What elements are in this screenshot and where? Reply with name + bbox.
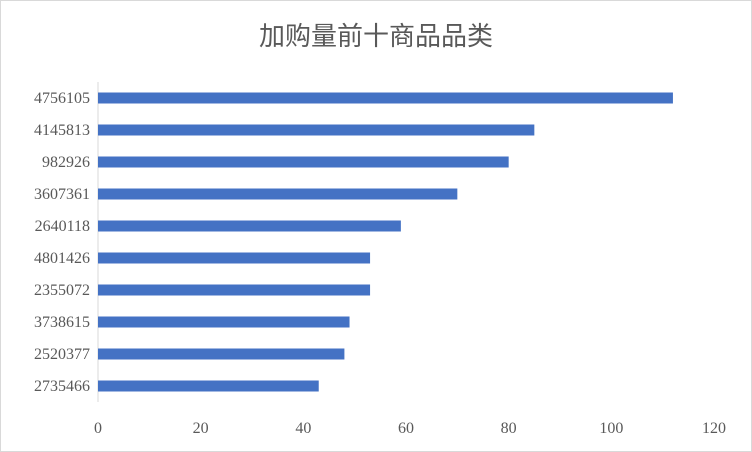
x-tick-label: 40 [295, 420, 311, 437]
bar-4145813 [98, 124, 535, 136]
y-tick-label: 3738615 [34, 314, 90, 331]
chart-title: 加购量前十商品品类 [258, 22, 493, 52]
x-tick-label: 60 [398, 420, 414, 437]
x-tick-label: 20 [193, 420, 209, 437]
bar-2355072 [98, 284, 371, 296]
bar-2520377 [98, 348, 345, 360]
y-tick-label: 2355072 [34, 282, 90, 299]
y-tick-label: 4801426 [34, 250, 90, 267]
x-tick-label: 0 [94, 420, 102, 437]
bar-4801426 [98, 252, 371, 264]
bar-2640118 [98, 220, 401, 232]
y-tick-label: 4756105 [34, 90, 90, 107]
x-tick-label: 100 [599, 420, 623, 437]
y-tick-label: 2640118 [35, 218, 90, 235]
bar-982926 [98, 156, 509, 168]
y-tick-label: 2735466 [34, 378, 90, 395]
bar-2735466 [98, 380, 319, 392]
x-tick-label: 80 [501, 420, 517, 437]
y-tick-label: 4145813 [34, 122, 90, 139]
y-tick-label: 3607361 [34, 186, 90, 203]
x-tick-label: 120 [702, 420, 726, 437]
bar-3607361 [98, 188, 458, 200]
bar-3738615 [98, 316, 350, 328]
bar-4756105 [98, 92, 673, 104]
y-tick-label: 2520377 [34, 346, 90, 363]
y-tick-label: 982926 [42, 154, 90, 171]
